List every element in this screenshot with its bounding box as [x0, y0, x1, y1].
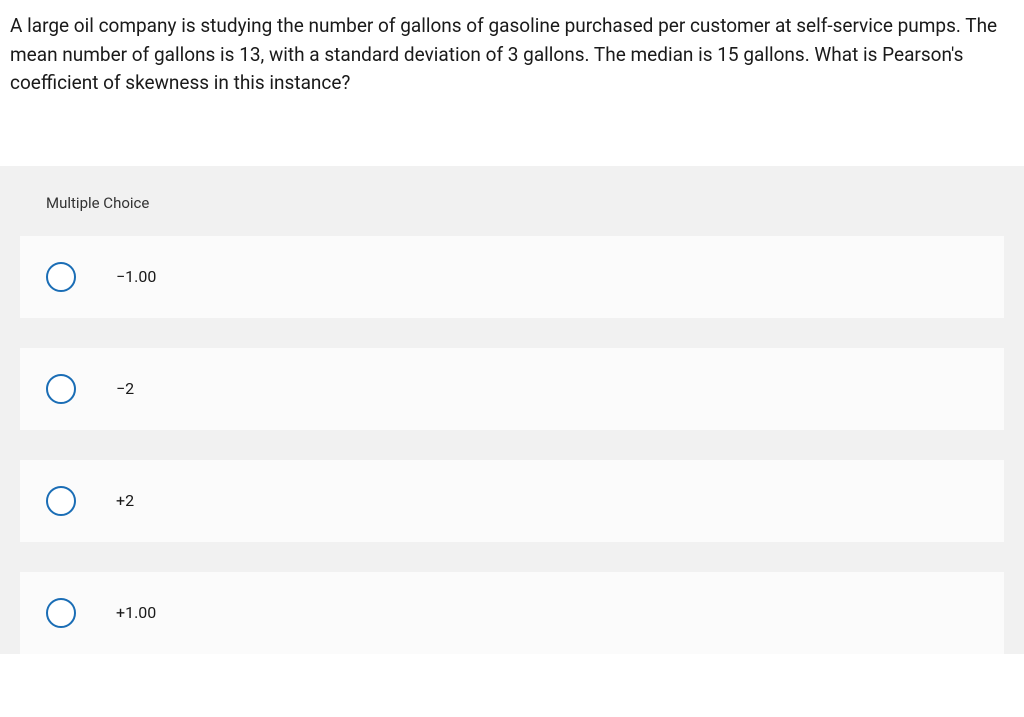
option-label: −1.00	[116, 267, 156, 286]
radio-icon[interactable]	[46, 486, 76, 516]
option-label: +2	[116, 491, 134, 510]
multiple-choice-header: Multiple Choice	[0, 166, 1024, 236]
option-row[interactable]: +2	[20, 460, 1004, 542]
option-label: +1.00	[116, 603, 156, 622]
option-label: −2	[116, 379, 134, 398]
option-row[interactable]: −2	[20, 348, 1004, 430]
option-row[interactable]: +1.00	[20, 572, 1004, 654]
option-row[interactable]: −1.00	[20, 236, 1004, 318]
radio-icon[interactable]	[46, 374, 76, 404]
answer-section: Multiple Choice −1.00 −2 +2 +1.00	[0, 166, 1024, 654]
radio-icon[interactable]	[46, 598, 76, 628]
radio-icon[interactable]	[46, 262, 76, 292]
question-text: A large oil company is studying the numb…	[0, 0, 1024, 106]
